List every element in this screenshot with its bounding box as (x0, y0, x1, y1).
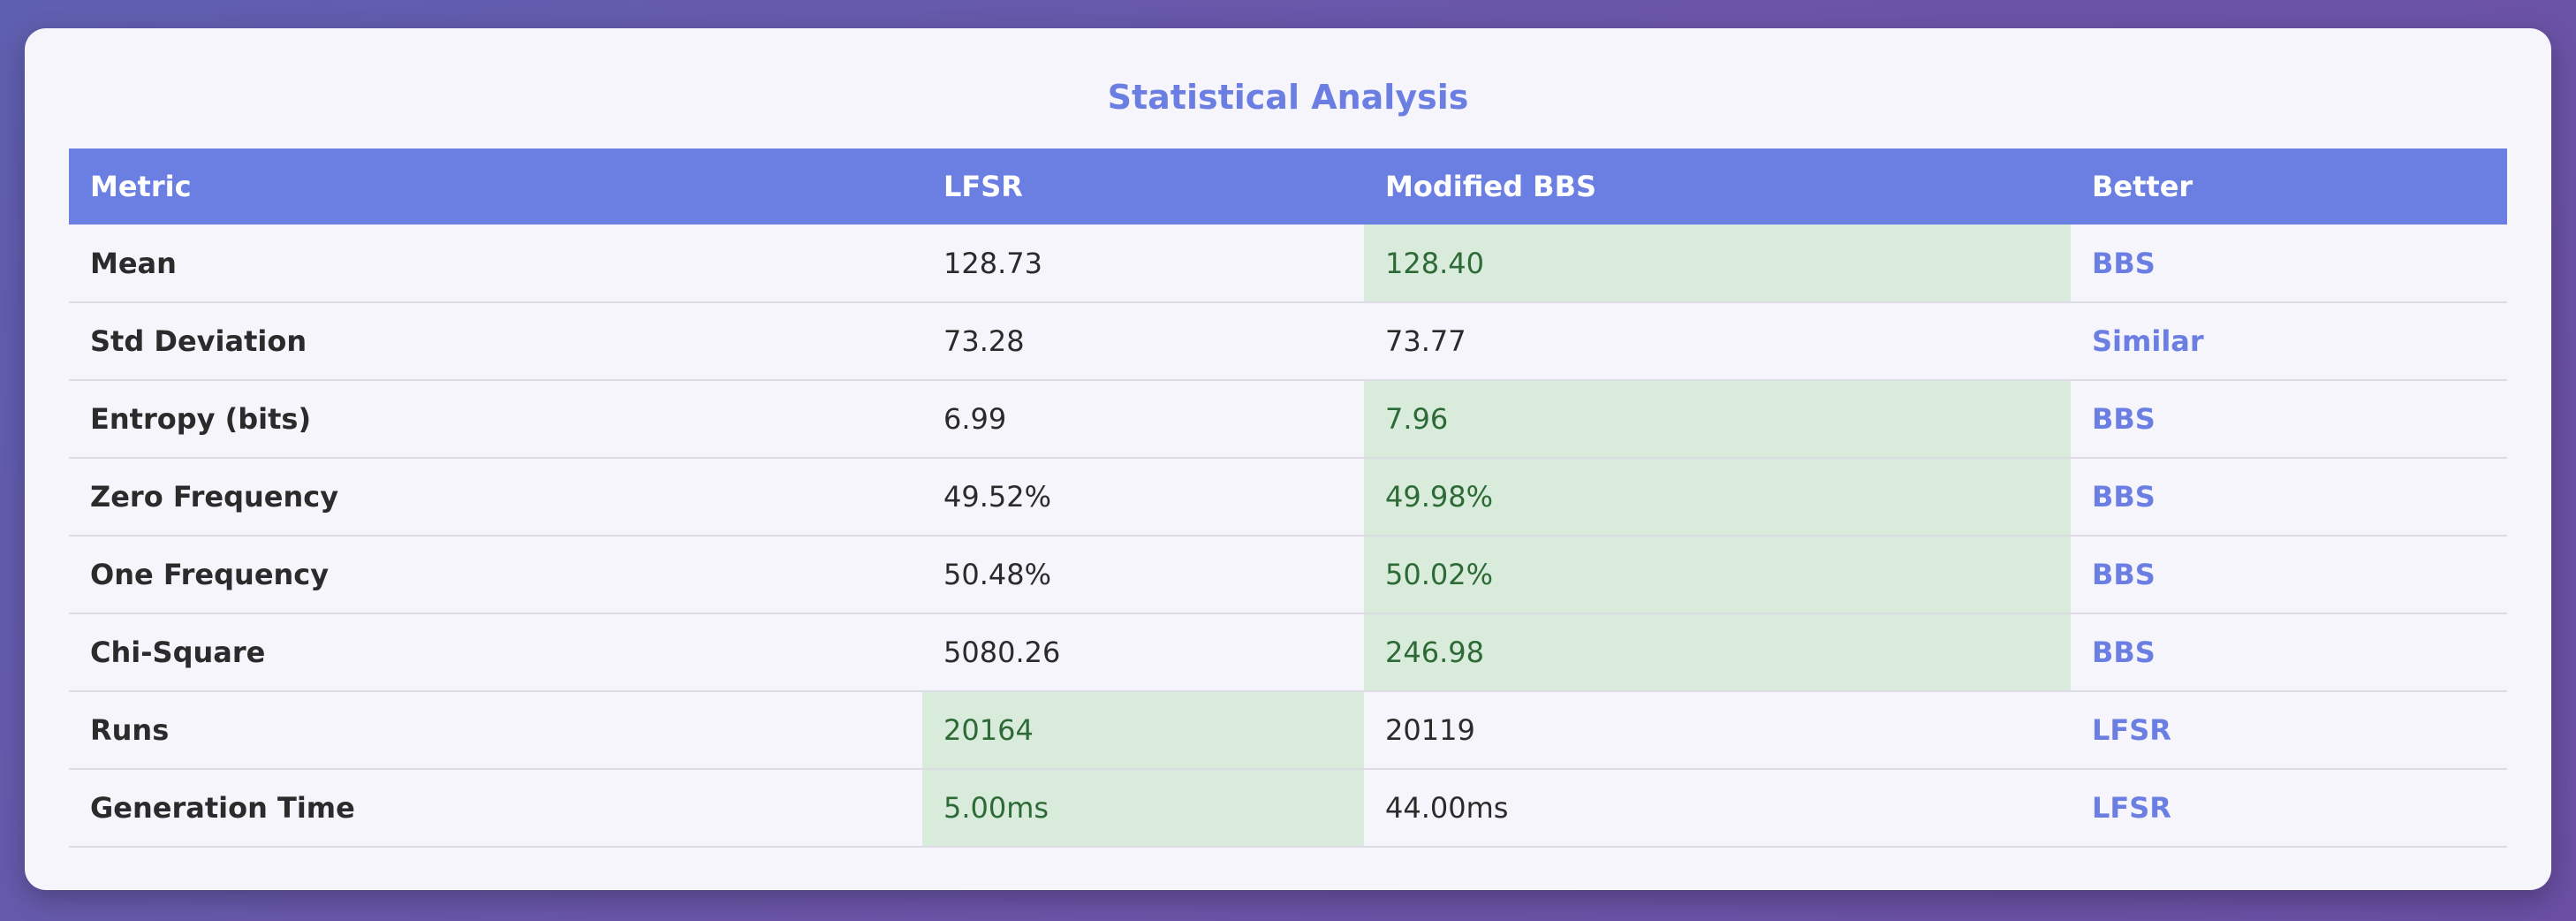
stats-table: Metric LFSR Modified BBS Better Mean 128… (69, 148, 2507, 848)
better-cell: LFSR (2092, 713, 2171, 747)
lfsr-cell: 50.48% (943, 558, 1052, 591)
better-cell: LFSR (2092, 791, 2171, 825)
bbs-cell: 246.98 (1364, 613, 2071, 691)
header-metric: Metric (90, 170, 192, 203)
analysis-card: Statistical Analysis Metric LFSR Modifie… (25, 28, 2551, 890)
metric-cell: Entropy (bits) (90, 402, 312, 436)
table-row: Entropy (bits) 6.99 7.96 BBS (69, 380, 2507, 458)
table-row: Std Deviation 73.28 73.77 Similar (69, 302, 2507, 380)
header-lfsr: LFSR (943, 170, 1023, 203)
better-cell: BBS (2092, 402, 2156, 436)
table-row: Mean 128.73 128.40 BBS (69, 225, 2507, 302)
lfsr-cell: 6.99 (943, 402, 1007, 436)
better-cell: BBS (2092, 636, 2156, 669)
header-better: Better (2092, 170, 2193, 203)
better-cell: BBS (2092, 558, 2156, 591)
table-row: Zero Frequency 49.52% 49.98% BBS (69, 458, 2507, 536)
better-cell: BBS (2092, 480, 2156, 514)
better-cell: BBS (2092, 246, 2156, 280)
table-row: Chi-Square 5080.26 246.98 BBS (69, 613, 2507, 691)
bbs-cell: 49.98% (1364, 458, 2071, 536)
metric-cell: Chi-Square (90, 636, 266, 669)
lfsr-cell: 49.52% (943, 480, 1052, 514)
better-cell: Similar (2092, 324, 2204, 358)
table-row: One Frequency 50.48% 50.02% BBS (69, 536, 2507, 613)
bbs-cell: 128.40 (1364, 225, 2071, 302)
metric-cell: Std Deviation (90, 324, 307, 358)
lfsr-cell: 5080.26 (943, 636, 1061, 669)
metric-cell: Zero Frequency (90, 480, 339, 514)
table-header-row: Metric LFSR Modified BBS Better (69, 148, 2507, 225)
metric-cell: Runs (90, 713, 170, 747)
bbs-cell: 7.96 (1364, 380, 2071, 458)
table-row: Runs 20164 20119 LFSR (69, 691, 2507, 769)
lfsr-cell: 73.28 (943, 324, 1025, 358)
header-modified-bbs: Modified BBS (1385, 170, 1596, 203)
lfsr-cell: 20164 (922, 691, 1364, 769)
metric-cell: One Frequency (90, 558, 330, 591)
bbs-cell: 73.77 (1385, 324, 1466, 358)
bbs-cell: 44.00ms (1385, 791, 1509, 825)
page-title: Statistical Analysis (1107, 78, 1469, 117)
metric-cell: Generation Time (90, 791, 355, 825)
metric-cell: Mean (90, 246, 177, 280)
bbs-cell: 20119 (1385, 713, 1475, 747)
table-row: Generation Time 5.00ms 44.00ms LFSR (69, 769, 2507, 847)
lfsr-cell: 5.00ms (922, 769, 1364, 847)
lfsr-cell: 128.73 (943, 246, 1042, 280)
bbs-cell: 50.02% (1364, 536, 2071, 613)
